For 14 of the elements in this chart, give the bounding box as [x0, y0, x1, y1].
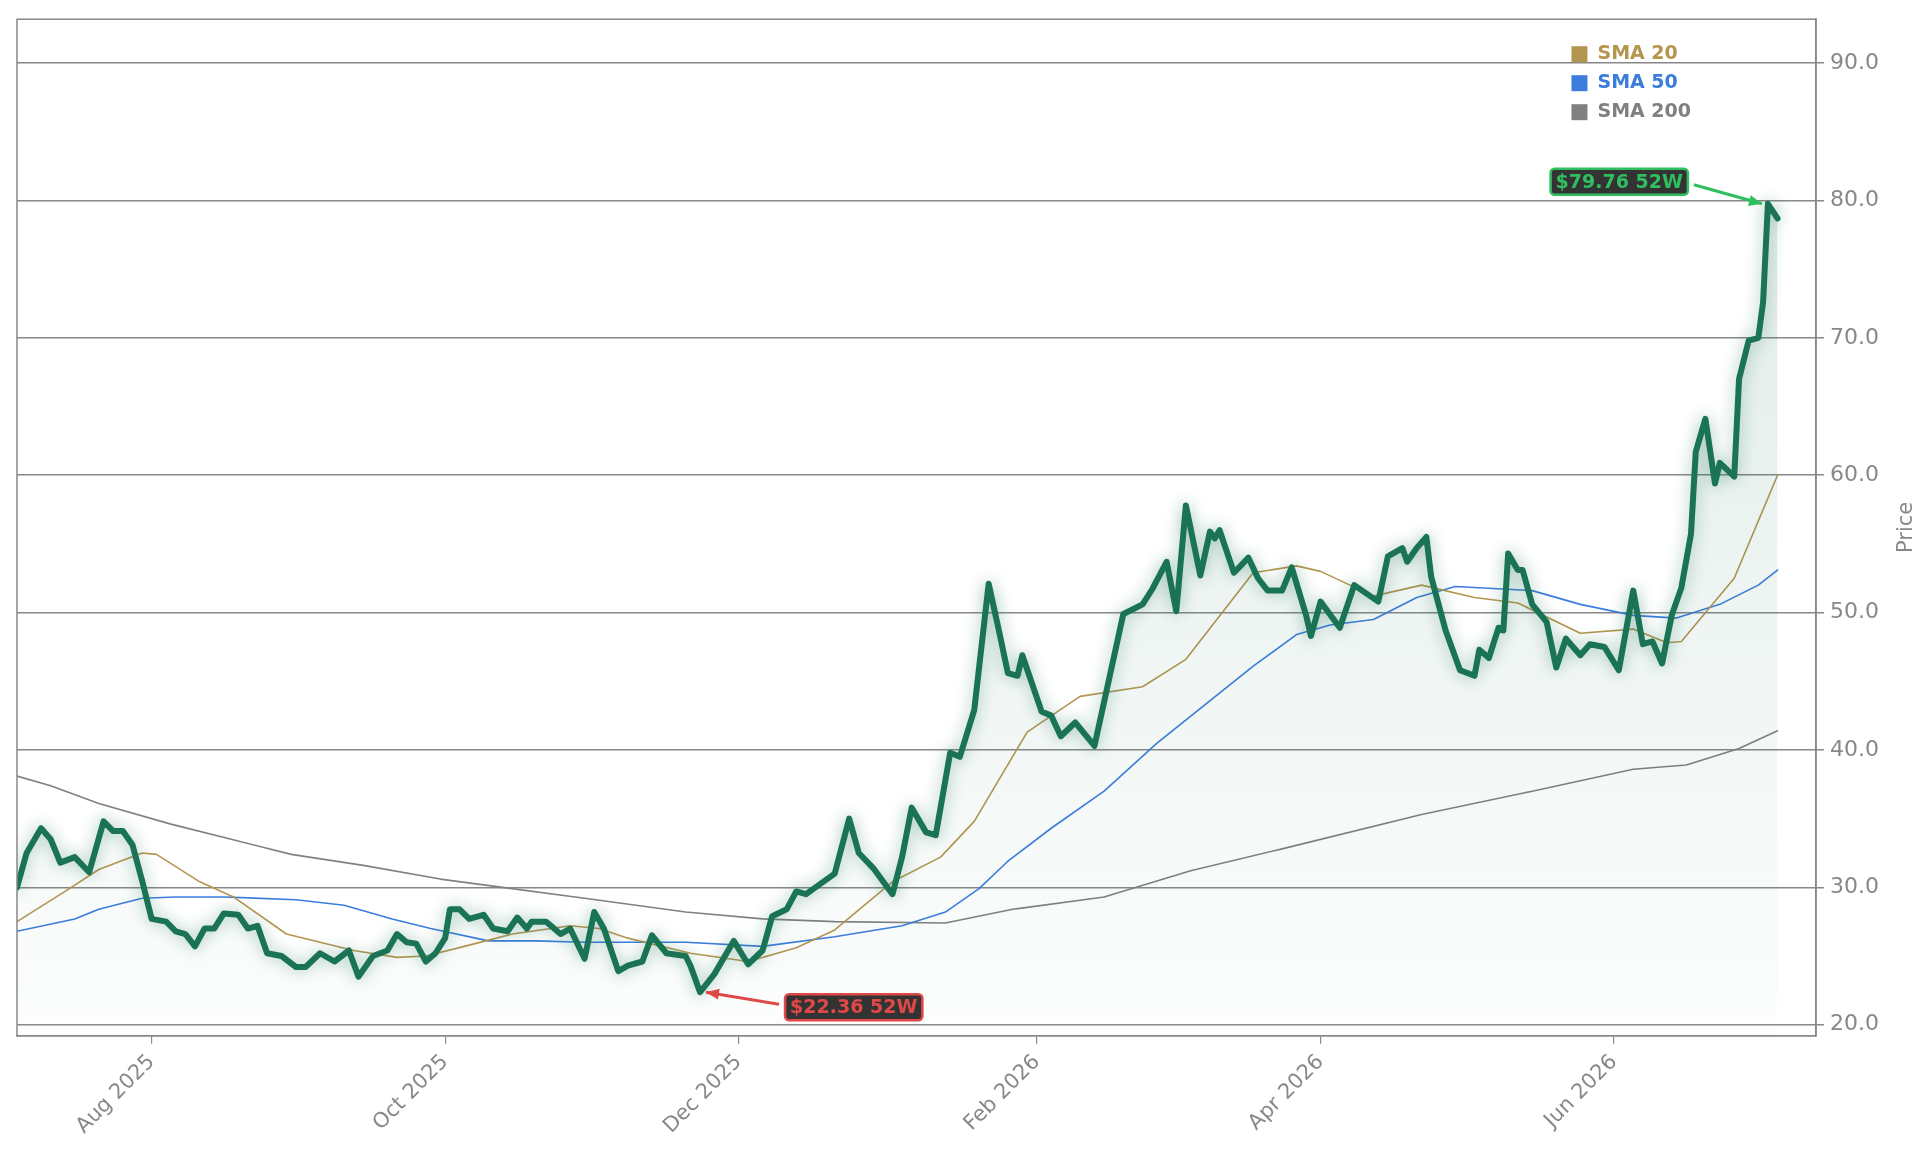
y-tick-label: 90.0	[1830, 48, 1879, 74]
y-axis-title: Price	[1893, 501, 1918, 554]
legend-label: SMA 20	[1597, 41, 1678, 64]
y-tick-label: 30.0	[1830, 873, 1879, 899]
y-tick-label: 80.0	[1830, 186, 1879, 212]
y-tick-label: 20.0	[1830, 1010, 1879, 1036]
annotation: $79.76 52W	[1555, 169, 1683, 192]
legend-label: SMA 50	[1597, 70, 1678, 93]
y-tick-label: 60.0	[1830, 460, 1879, 486]
y-tick-label: 40.0	[1830, 735, 1879, 761]
y-tick-label: 50.0	[1830, 598, 1879, 624]
y-tick-label: 70.0	[1830, 323, 1879, 349]
annotation: $22.36 52W	[790, 995, 918, 1018]
legend-label: SMA 200	[1597, 99, 1692, 122]
